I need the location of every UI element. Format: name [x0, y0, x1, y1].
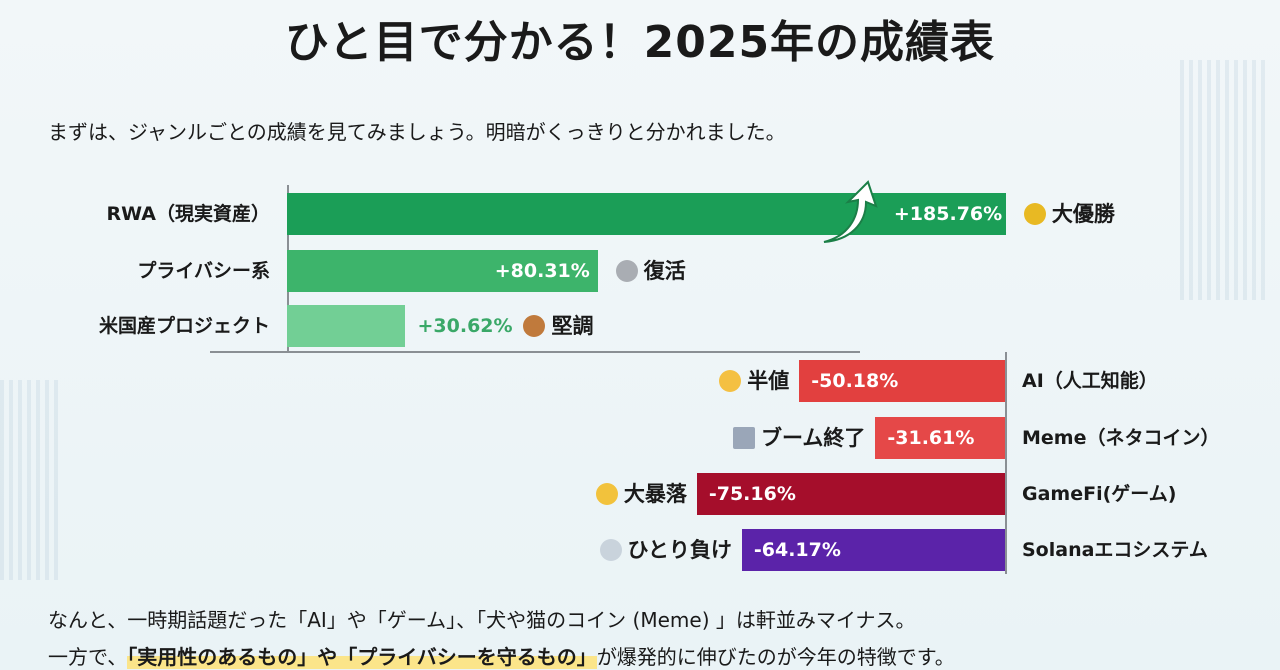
negative-axis [1005, 352, 1007, 574]
value-label: +80.31% [494, 260, 590, 282]
category-label: GameFi(ゲーム) [1022, 483, 1177, 505]
rain-cloud-icon [599, 539, 622, 561]
category-label: 米国産プロジェクト [98, 315, 270, 337]
up-arrow-icon [823, 180, 878, 243]
footer-line-2-post: が爆発的に伸びたのが今年の特徴です。 [596, 645, 955, 669]
tag-text: 大暴落 [623, 482, 687, 506]
category-label: プライバシー系 [137, 260, 270, 282]
value-label: -64.17% [753, 539, 841, 561]
category-label: Meme（ネタコイン） [1022, 427, 1220, 449]
baseline [210, 351, 860, 353]
tag: 大暴落 [595, 481, 687, 507]
tag: 半値 [719, 368, 789, 394]
bronze-medal-icon [523, 315, 546, 337]
bar [875, 417, 1005, 459]
category-label: Solanaエコシステム [1022, 539, 1208, 561]
bar [287, 305, 406, 347]
up-arrow-shape [823, 180, 878, 243]
trophy-icon [1023, 203, 1046, 225]
value-label: -50.18% [811, 370, 899, 392]
footer-line-1: なんと、一時期話題だった「AI」や「ゲーム」、「犬や猫のコイン (Meme) 」… [48, 608, 916, 632]
intro-text: まずは、ジャンルごとの成績を見てみましょう。明暗がくっきりと分かれました。 [48, 120, 786, 144]
silver-medal-icon [615, 260, 638, 282]
chart-decreasing-icon [733, 427, 756, 449]
tag: 堅調 [523, 313, 593, 339]
bar [799, 360, 1005, 402]
bar [741, 529, 1005, 571]
value-label: +185.76% [893, 203, 1003, 225]
category-label: AI（人工知能） [1022, 370, 1158, 392]
tag: ひとり負け [599, 537, 732, 563]
page-title: ひと目で分かる！2025年の成績表 [284, 17, 996, 68]
tag: 復活 [615, 258, 686, 284]
tag: 大優勝 [1023, 201, 1115, 227]
decoration-right [1180, 60, 1270, 300]
value-label: -75.16% [708, 483, 796, 505]
value-label: +30.62% [417, 315, 513, 337]
tag-text: 堅調 [551, 314, 594, 338]
crying-face-icon [595, 483, 618, 505]
footer-highlight: 「実用性のあるもの」や「プライバシーを守るもの」 [127, 645, 597, 669]
tag-text: ひとり負け [627, 538, 732, 562]
decoration-left [0, 380, 60, 580]
bar [287, 193, 1006, 235]
tag-text: 半値 [747, 369, 790, 393]
tag-text: 大優勝 [1051, 202, 1115, 226]
bar [696, 473, 1005, 515]
category-label: RWA（現実資産） [106, 203, 270, 225]
bar [287, 250, 598, 292]
tag: ブーム終了 [733, 425, 865, 451]
tag-text: 復活 [643, 259, 686, 283]
fearful-face-icon [719, 370, 742, 392]
footer-line-2: 一方で、「実用性のあるもの」や「プライバシーを守るもの」が爆発的に伸びたのが今年… [48, 641, 955, 670]
diverging-bar-chart: RWA（現実資産） +185.76% 大優勝プライバシー系 +80.31% 復活米国産プ… [98, 180, 1220, 574]
tag-text: ブーム終了 [761, 426, 866, 450]
value-label: -31.61% [887, 427, 975, 449]
footer-line-2-pre: 一方で、 [48, 645, 128, 669]
